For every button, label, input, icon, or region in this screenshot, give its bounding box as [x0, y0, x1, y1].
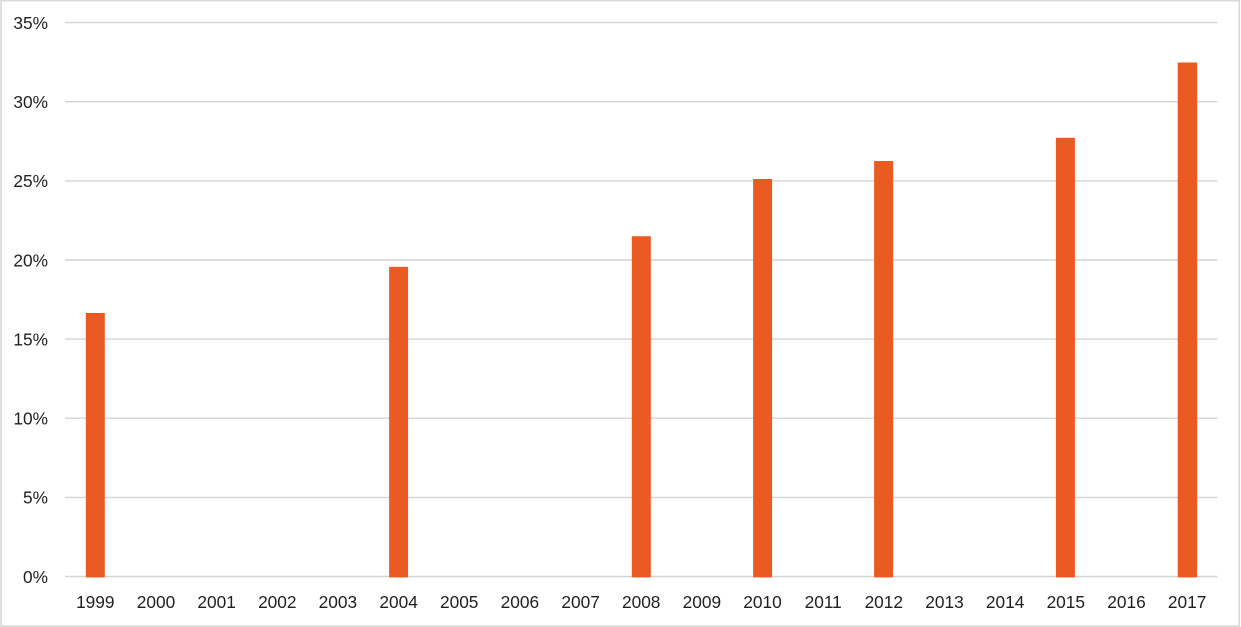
svg-text:2004: 2004 [379, 592, 418, 612]
svg-text:2000: 2000 [137, 592, 175, 612]
svg-text:2005: 2005 [440, 592, 478, 612]
svg-text:2010: 2010 [743, 592, 781, 612]
svg-text:2011: 2011 [805, 592, 842, 612]
svg-text:2007: 2007 [561, 592, 599, 612]
svg-text:35%: 35% [13, 13, 48, 33]
svg-text:2003: 2003 [319, 592, 357, 612]
svg-text:25%: 25% [13, 171, 48, 191]
svg-text:1999: 1999 [76, 592, 114, 612]
svg-text:30%: 30% [13, 92, 48, 112]
svg-text:5%: 5% [23, 488, 48, 508]
svg-text:2014: 2014 [986, 592, 1025, 612]
svg-text:2008: 2008 [622, 592, 660, 612]
svg-text:2006: 2006 [501, 592, 539, 612]
svg-text:15%: 15% [13, 329, 48, 349]
svg-text:0%: 0% [23, 567, 48, 587]
svg-text:2001: 2001 [197, 592, 235, 612]
svg-text:20%: 20% [13, 250, 48, 270]
svg-text:2002: 2002 [258, 592, 296, 612]
svg-text:2015: 2015 [1047, 592, 1085, 612]
svg-text:2009: 2009 [683, 592, 721, 612]
svg-text:2012: 2012 [865, 592, 903, 612]
svg-text:10%: 10% [13, 409, 48, 429]
svg-text:2016: 2016 [1107, 592, 1145, 612]
svg-text:2017: 2017 [1168, 592, 1206, 612]
svg-text:2013: 2013 [925, 592, 963, 612]
